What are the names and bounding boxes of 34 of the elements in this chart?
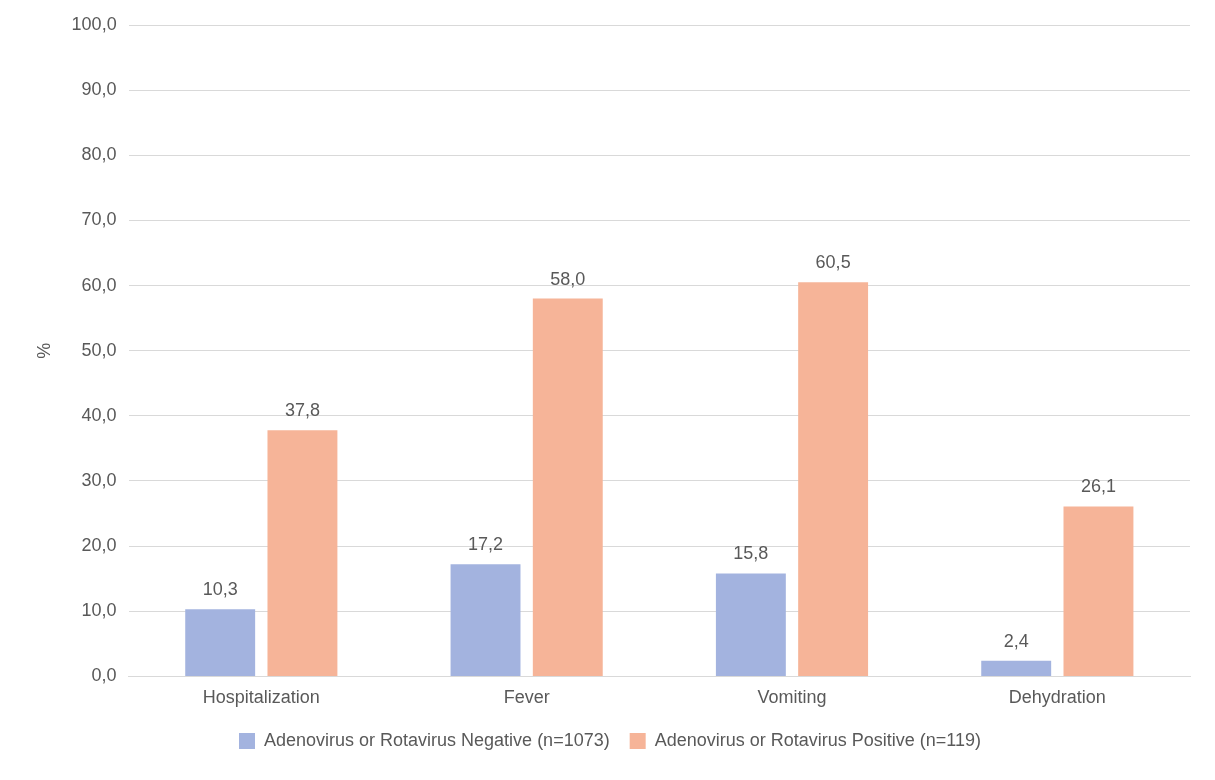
data-label: 60,5 (815, 252, 851, 273)
y-tick-label: 70,0 (81, 209, 117, 230)
bar (798, 282, 869, 676)
y-tick-label: 30,0 (81, 469, 117, 490)
y-tick-label: 80,0 (81, 144, 117, 165)
data-label: 37,8 (284, 400, 320, 421)
y-tick-label: 20,0 (81, 535, 117, 556)
data-label: 2,4 (1003, 630, 1029, 651)
bar (1063, 506, 1134, 676)
data-label: 26,1 (1080, 476, 1116, 497)
x-tick-label: Dehydration (1008, 687, 1106, 708)
y-tick-label: 10,0 (81, 600, 117, 621)
y-tick-label: 60,0 (81, 274, 117, 295)
legend-label: Adenovirus or Rotavirus Positive (n=119) (654, 729, 982, 750)
x-tick-label: Fever (503, 687, 550, 708)
y-tick-label: 100,0 (71, 13, 117, 34)
data-label: 15,8 (733, 543, 769, 564)
bar (715, 573, 786, 676)
data-label: 10,3 (202, 579, 238, 600)
bar (185, 609, 256, 676)
bar (267, 430, 338, 676)
data-label: 17,2 (468, 534, 504, 555)
x-tick-label: Hospitalization (202, 687, 320, 708)
y-tick-label: 50,0 (81, 339, 117, 360)
bar (981, 660, 1052, 676)
y-tick-label: 0,0 (91, 665, 117, 686)
bar (532, 298, 603, 676)
y-tick-label: 90,0 (81, 79, 117, 100)
x-tick-label: Vomiting (757, 687, 827, 708)
bar (450, 564, 521, 676)
y-tick-label: 40,0 (81, 404, 117, 425)
legend-label: Adenovirus or Rotavirus Negative (n=1073) (264, 729, 610, 750)
data-label: 58,0 (550, 268, 586, 289)
y-axis-title: % (33, 342, 54, 359)
